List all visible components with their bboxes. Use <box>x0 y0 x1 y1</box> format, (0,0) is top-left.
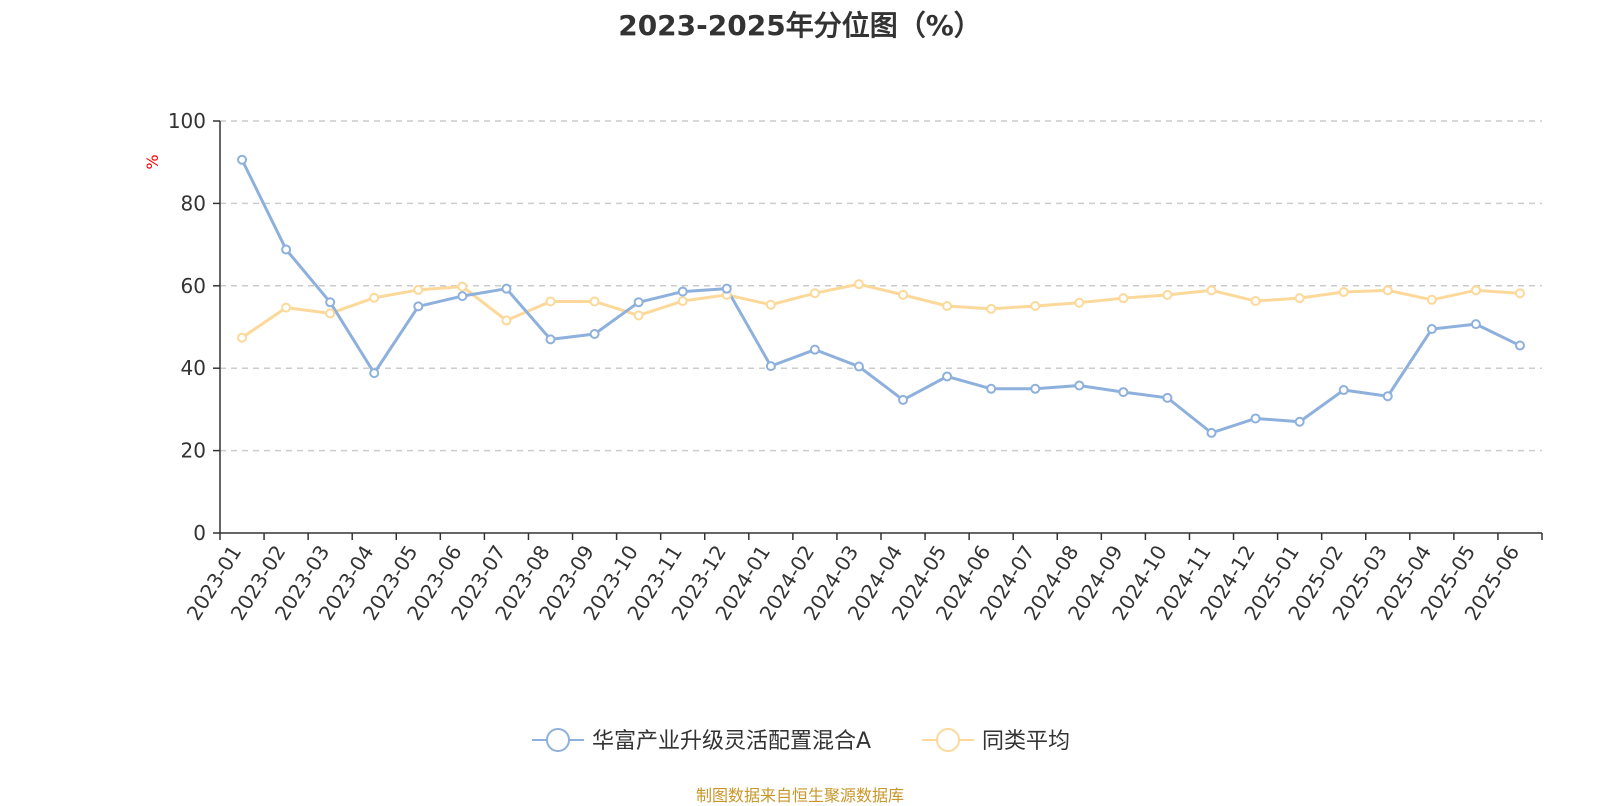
series-0-point[interactable] <box>457 291 468 302</box>
series-0-point[interactable] <box>589 329 600 340</box>
series-0-point[interactable] <box>1030 383 1041 394</box>
series-1-point[interactable] <box>1514 288 1525 299</box>
series-1-point[interactable] <box>1426 294 1437 305</box>
series-0-point[interactable] <box>1250 413 1261 424</box>
y-tick-label: 60 <box>181 274 206 298</box>
series-layer <box>237 154 1525 438</box>
series-0-point[interactable] <box>1162 392 1173 403</box>
series-0-point[interactable] <box>942 371 953 382</box>
series-line-1 <box>241 282 1521 339</box>
series-1-point[interactable] <box>413 284 424 295</box>
series-0-point[interactable] <box>1118 387 1129 398</box>
series-1-point[interactable] <box>325 308 336 319</box>
series-0-point[interactable] <box>633 297 644 308</box>
series-1-point[interactable] <box>369 292 380 303</box>
series-1-point[interactable] <box>589 296 600 307</box>
series-0-point[interactable] <box>986 383 997 394</box>
series-1-point[interactable] <box>853 279 864 290</box>
series-0-point[interactable] <box>1426 324 1437 335</box>
series-1-point[interactable] <box>1470 285 1481 296</box>
series-0-point[interactable] <box>369 368 380 379</box>
series-0-point[interactable] <box>1074 380 1085 391</box>
data-source-note: 制图数据来自恒生聚源数据库 <box>695 786 904 805</box>
series-0-point[interactable] <box>237 154 248 165</box>
series-1-point[interactable] <box>677 296 688 307</box>
series-0-point[interactable] <box>1514 340 1525 351</box>
y-axis-label: % <box>143 154 162 169</box>
y-tick-label: 100 <box>168 109 206 133</box>
series-0-point[interactable] <box>1294 416 1305 427</box>
series-0-point[interactable] <box>1470 319 1481 330</box>
legend-swatch-marker <box>546 728 570 752</box>
series-1-point[interactable] <box>1074 297 1085 308</box>
series-1-point[interactable] <box>809 288 820 299</box>
series-0-point[interactable] <box>545 334 556 345</box>
series-1-point[interactable] <box>1250 296 1261 307</box>
series-1-point[interactable] <box>765 299 776 310</box>
series-0-point[interactable] <box>325 297 336 308</box>
series-0-point[interactable] <box>853 361 864 372</box>
series-0-point[interactable] <box>898 394 909 405</box>
chart-title: 2023-2025年分位图（%） <box>618 9 982 42</box>
series-1-point[interactable] <box>501 315 512 326</box>
y-tick-label: 40 <box>181 356 206 380</box>
series-1-point[interactable] <box>281 302 292 313</box>
y-tick-label: 80 <box>181 191 206 215</box>
series-0-point[interactable] <box>413 301 424 312</box>
series-1-point[interactable] <box>1206 285 1217 296</box>
series-1-point[interactable] <box>1030 300 1041 311</box>
legend-swatch-marker <box>936 728 960 752</box>
series-0-point[interactable] <box>721 283 732 294</box>
series-1-point[interactable] <box>545 296 556 307</box>
series-1-point[interactable] <box>1382 285 1393 296</box>
series-0-point[interactable] <box>1206 427 1217 438</box>
series-0-point[interactable] <box>765 361 776 372</box>
series-0-point[interactable] <box>501 283 512 294</box>
series-1-point[interactable] <box>633 310 644 321</box>
y-tick-label: 0 <box>193 521 206 545</box>
legend-item-1[interactable]: 同类平均 <box>922 728 1070 754</box>
series-line-0 <box>240 159 1521 435</box>
series-1-point[interactable] <box>1294 293 1305 304</box>
series-1-point[interactable] <box>942 300 953 311</box>
series-1-point[interactable] <box>898 289 909 300</box>
series-0-point[interactable] <box>281 244 292 255</box>
legend[interactable]: 华富产业升级灵活配置混合A 同类平均 <box>532 728 1070 754</box>
series-1-point[interactable] <box>986 303 997 314</box>
series-0-point[interactable] <box>809 344 820 355</box>
y-tick-label: 20 <box>181 439 206 463</box>
legend-item-0[interactable]: 华富产业升级灵活配置混合A <box>532 728 871 754</box>
grid-lines <box>220 120 1542 452</box>
series-1-point[interactable] <box>237 332 248 343</box>
legend-label: 华富产业升级灵活配置混合A <box>592 729 871 754</box>
series-1-point[interactable] <box>1162 289 1173 300</box>
series-0-point[interactable] <box>1382 391 1393 402</box>
legend-label: 同类平均 <box>982 729 1070 754</box>
series-0-point[interactable] <box>677 286 688 297</box>
series-1-point[interactable] <box>1338 286 1349 297</box>
series-1-point[interactable] <box>1118 293 1129 304</box>
series-1-point[interactable] <box>457 281 468 292</box>
series-0-point[interactable] <box>1338 385 1349 396</box>
